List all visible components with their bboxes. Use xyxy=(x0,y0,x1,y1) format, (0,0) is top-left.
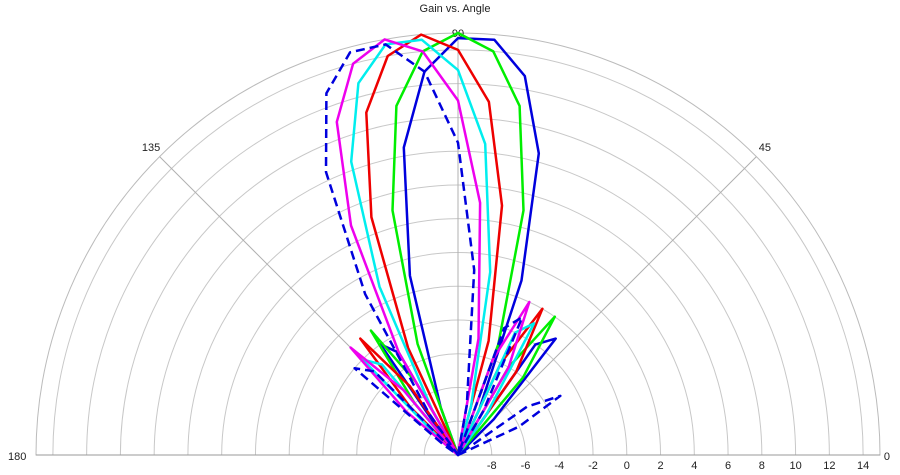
chart-title: Gain vs. Angle xyxy=(420,3,491,15)
r-tick-label: 0 xyxy=(624,460,630,472)
r-tick-label: -2 xyxy=(588,460,598,472)
series-line xyxy=(349,38,536,457)
r-tick-label: 6 xyxy=(725,460,731,472)
r-tick-label: -6 xyxy=(521,460,531,472)
r-tick-label: -8 xyxy=(487,460,497,472)
r-tick-label: 8 xyxy=(759,460,765,472)
grid-spoke xyxy=(457,156,757,456)
theta-tick-label: 0 xyxy=(884,451,890,463)
r-tick-label: -4 xyxy=(554,460,564,472)
r-tick-label: 12 xyxy=(823,460,835,472)
theta-tick-label: 45 xyxy=(759,142,771,154)
r-tick-label: 14 xyxy=(857,460,869,472)
theta-tick-label: 180 xyxy=(8,451,26,463)
series-line xyxy=(324,43,562,457)
series-line xyxy=(335,38,531,457)
r-tick-label: 10 xyxy=(789,460,801,472)
theta-tick-label: 135 xyxy=(142,142,160,154)
r-tick-label: 4 xyxy=(691,460,697,472)
r-tick-label: 2 xyxy=(657,460,663,472)
